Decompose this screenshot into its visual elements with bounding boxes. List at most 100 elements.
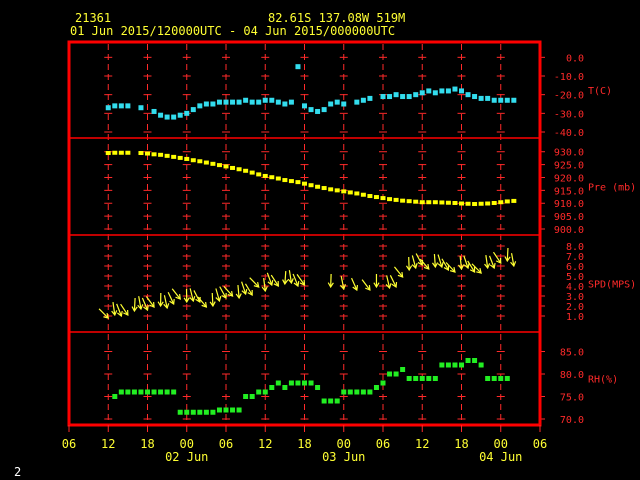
wind-arrow bbox=[219, 286, 227, 299]
pressure-point bbox=[334, 188, 340, 193]
y-tick-label: 80.0 bbox=[560, 370, 584, 381]
wind-arrow bbox=[189, 288, 194, 302]
wind-arrow bbox=[211, 292, 214, 307]
rh-point bbox=[491, 376, 497, 381]
x-tick-label: 18 bbox=[140, 437, 154, 451]
rh-point bbox=[432, 376, 438, 381]
temp-point bbox=[125, 103, 131, 109]
wind-arrow bbox=[488, 255, 495, 269]
wind-arrow bbox=[393, 266, 404, 278]
pressure-point bbox=[256, 172, 262, 177]
time-grid bbox=[107, 44, 502, 423]
x-tick-label: 06 bbox=[62, 437, 76, 451]
rh-point bbox=[210, 409, 216, 415]
wind-arrow bbox=[284, 270, 287, 285]
y-tick-label: 0.0 bbox=[566, 53, 584, 64]
x-tick-label: 12 bbox=[415, 437, 429, 451]
wind-arrow bbox=[437, 254, 443, 268]
temp-point bbox=[485, 95, 491, 101]
temp-point bbox=[203, 101, 209, 107]
pressure-point bbox=[151, 152, 157, 157]
pressure-point bbox=[465, 201, 471, 206]
rh-point bbox=[243, 394, 249, 399]
pressure-point bbox=[373, 195, 379, 200]
temp-point bbox=[190, 107, 196, 113]
wind-arrow bbox=[350, 277, 358, 291]
temp-point bbox=[158, 112, 164, 118]
pressure-point bbox=[288, 179, 294, 184]
wind-arrow bbox=[244, 283, 253, 296]
pressure-point bbox=[269, 175, 275, 180]
wind-arrow-head bbox=[293, 280, 300, 288]
rh-point bbox=[478, 362, 484, 368]
temp-point bbox=[151, 108, 157, 114]
rh-point bbox=[341, 389, 347, 395]
rh-point bbox=[131, 389, 137, 395]
rh-point bbox=[367, 389, 373, 395]
wind-arrow-head bbox=[299, 279, 306, 286]
day-label: 03 Jun bbox=[322, 450, 365, 464]
wind-arrow-head bbox=[157, 301, 164, 308]
temp-point bbox=[491, 97, 497, 103]
rh-point bbox=[308, 380, 314, 386]
rh-point bbox=[459, 362, 464, 368]
temp-point bbox=[210, 101, 216, 107]
wind-arrow bbox=[467, 260, 476, 273]
temp-point bbox=[504, 97, 510, 103]
rh-point bbox=[295, 380, 301, 386]
pressure-point bbox=[354, 191, 360, 196]
rh-point bbox=[302, 380, 307, 386]
wind-arrow-head bbox=[469, 266, 476, 273]
wind-arrow-head bbox=[431, 262, 439, 269]
pressure-point bbox=[406, 199, 412, 204]
wind-arrow bbox=[415, 253, 423, 266]
temp-point bbox=[262, 97, 268, 103]
rh-point bbox=[171, 389, 177, 395]
pressure-point bbox=[308, 183, 314, 188]
rh-point bbox=[373, 385, 379, 390]
panels: 0.0 -10.0 -20.0 -30.0 -40.0 T(C) 930.0 925.0920… bbox=[69, 53, 636, 426]
pressure-point bbox=[419, 200, 425, 205]
wind-arrow-head bbox=[131, 306, 138, 313]
pressure-point bbox=[367, 194, 373, 199]
pressure-point bbox=[413, 199, 419, 204]
rh-point bbox=[138, 389, 144, 395]
wind-arrow bbox=[133, 297, 136, 312]
rh-point bbox=[400, 367, 406, 372]
y-tick-label: -20.0 bbox=[554, 91, 584, 102]
x-tick-label: 06 bbox=[376, 437, 390, 451]
rh-point bbox=[360, 389, 366, 395]
rh-point bbox=[472, 358, 478, 363]
pressure-point bbox=[302, 181, 307, 186]
pressure-point bbox=[321, 186, 327, 191]
y-tick-label: 75.0 bbox=[560, 393, 584, 404]
temp-point bbox=[216, 99, 222, 105]
wind-arrow bbox=[506, 247, 509, 262]
rh-point bbox=[158, 389, 164, 395]
wind-arrow-head bbox=[149, 301, 155, 308]
wind-arrow-head bbox=[247, 289, 253, 296]
wind-arrow bbox=[167, 291, 175, 305]
wind-arrow-head bbox=[510, 261, 517, 268]
wind-arrow bbox=[197, 296, 207, 308]
x-tick-label: 12 bbox=[101, 437, 115, 451]
temp-point bbox=[439, 88, 445, 94]
station-location: 82.61S 137.08W 519M bbox=[268, 11, 405, 25]
temp-point bbox=[138, 105, 144, 111]
rh-point bbox=[190, 409, 196, 415]
rh-point bbox=[354, 389, 360, 395]
wind-arrow-head bbox=[209, 301, 216, 308]
panel-label: RH(%) bbox=[588, 375, 618, 386]
wind-arrow bbox=[361, 279, 371, 291]
wind-arrow-head bbox=[261, 286, 268, 293]
rh-point bbox=[426, 376, 432, 381]
pressure-point bbox=[262, 173, 268, 178]
temp-point bbox=[230, 99, 236, 105]
temp-point bbox=[452, 86, 458, 92]
wind-arrow-head bbox=[449, 266, 456, 273]
temp-point bbox=[426, 88, 432, 94]
temp-point bbox=[334, 99, 340, 105]
temp-point bbox=[419, 90, 425, 96]
pressure-point bbox=[190, 158, 196, 163]
wind-arrow-head bbox=[267, 279, 274, 287]
